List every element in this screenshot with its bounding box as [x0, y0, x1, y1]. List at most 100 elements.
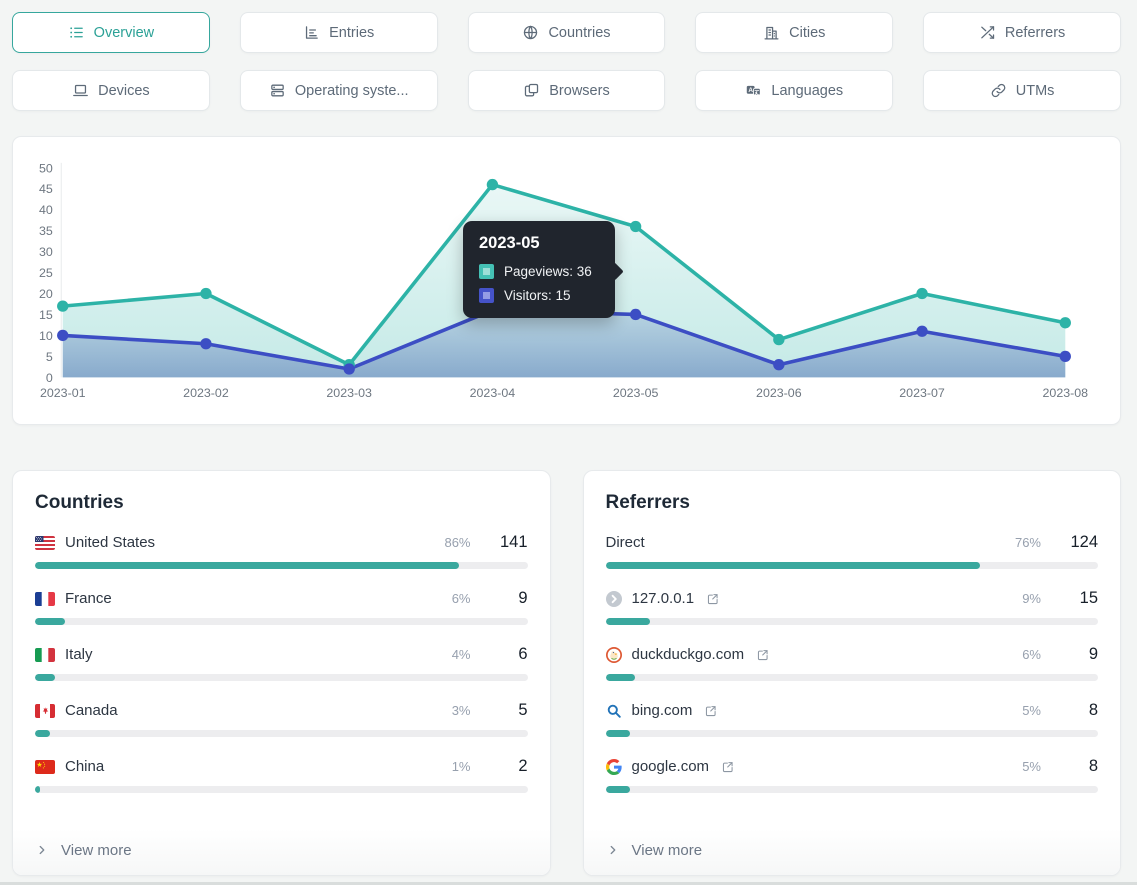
tab-referrers[interactable]: Referrers — [923, 12, 1121, 53]
tab-label: Referrers — [1004, 24, 1066, 41]
svg-text:2023-03: 2023-03 — [326, 386, 372, 400]
stat-label: Canada — [65, 702, 118, 719]
stat-row-duckduckgo-com: duckduckgo.com 6% 9 — [605, 645, 1098, 681]
tab-label: Overview — [93, 24, 155, 41]
stat-count: 2 — [518, 757, 528, 775]
tab-entries[interactable]: Entries — [239, 12, 438, 53]
svg-text:2023-06: 2023-06 — [756, 386, 802, 400]
progress-fill — [35, 562, 459, 569]
tooltip-series-text: Pageviews: 36 — [504, 264, 592, 279]
svg-text:2023-05: 2023-05 — [613, 386, 659, 400]
progress-track — [35, 562, 528, 569]
tab-browsers[interactable]: Browsers — [467, 70, 666, 111]
breakdown-cards: Countries United States 86% 141 France 6% 9 Ita… — [12, 470, 1121, 876]
stat-percent: 9% — [1022, 591, 1041, 606]
svg-text:2023-01: 2023-01 — [40, 386, 86, 400]
progress-track — [35, 730, 528, 737]
tab-overview[interactable]: Overview — [12, 12, 210, 53]
flag-cn-icon — [35, 759, 55, 774]
external-link-icon[interactable] — [756, 648, 770, 662]
stat-percent: 86% — [444, 535, 471, 550]
progress-track — [605, 786, 1098, 793]
stat-percent: 5% — [1022, 703, 1041, 718]
flag-it-icon — [35, 647, 55, 662]
svg-text:2023-02: 2023-02 — [183, 386, 229, 400]
progress-fill — [35, 786, 40, 793]
favicon-duckduckgo-icon — [605, 646, 622, 663]
stat-count: 9 — [1088, 645, 1098, 663]
stat-count: 8 — [1088, 757, 1098, 775]
view-more-button[interactable]: View more — [583, 829, 1120, 875]
flag-us-icon — [35, 535, 55, 550]
svg-text:25: 25 — [39, 266, 53, 280]
stat-row-france: France 6% 9 — [35, 589, 528, 625]
svg-text:20: 20 — [39, 287, 53, 301]
stat-row-127-0-0-1: 127.0.0.1 9% 15 — [605, 589, 1098, 625]
stat-count: 6 — [518, 645, 528, 663]
progress-fill — [605, 730, 631, 737]
stat-percent: 6% — [451, 591, 471, 606]
favicon-default-icon — [605, 590, 622, 607]
stat-row-united-states: United States 86% 141 — [35, 533, 528, 569]
stat-row-italy: Italy 4% 6 — [35, 645, 528, 681]
progress-fill — [35, 674, 55, 681]
stat-label: Italy — [65, 646, 93, 663]
tab-operating-syste[interactable]: Operating syste... — [239, 70, 438, 111]
stat-label: United States — [65, 534, 156, 551]
tab-devices[interactable]: Devices — [12, 70, 210, 111]
chart-tooltip: 2023-05 Pageviews: 36 Visitors: 15 — [463, 221, 624, 318]
svg-text:10: 10 — [39, 329, 53, 343]
svg-text:A: A — [749, 87, 754, 94]
stat-label: France — [65, 590, 112, 607]
tab-label: Countries — [548, 24, 611, 41]
stat-row-direct: Direct 76% 124 — [605, 533, 1098, 569]
stat-count: 15 — [1079, 589, 1098, 607]
list-icon — [68, 24, 85, 41]
flag-fr-icon — [35, 591, 55, 606]
progress-fill — [35, 618, 65, 625]
tab-label: Browsers — [549, 82, 610, 99]
tooltip-title: 2023-05 — [479, 234, 540, 252]
svg-text:2023-08: 2023-08 — [1043, 386, 1089, 400]
external-link-icon[interactable] — [706, 592, 720, 606]
card-body: Countries United States 86% 141 France 6% 9 Ita… — [13, 471, 550, 829]
stat-row-china: China 1% 2 — [35, 757, 528, 793]
tab-utms[interactable]: UTMs — [923, 70, 1121, 111]
flag-ca-icon — [35, 703, 55, 718]
stat-row-bing-com: bing.com 5% 8 — [605, 701, 1098, 737]
external-link-icon[interactable] — [704, 704, 718, 718]
chart-card: 0 5 10 15 20 25 30 35 40 45 50 2023-01 2023-02 2023-0… — [12, 136, 1121, 425]
link-icon — [990, 82, 1007, 99]
svg-text:35: 35 — [39, 224, 53, 238]
page-bottom-strip — [0, 882, 1137, 885]
card-countries: Countries United States 86% 141 France 6% 9 Ita… — [12, 470, 551, 876]
tab-countries[interactable]: Countries — [467, 12, 666, 53]
progress-track — [605, 562, 1098, 569]
external-link-icon[interactable] — [721, 760, 735, 774]
tab-label: Entries — [329, 24, 375, 41]
stat-label: China — [65, 758, 105, 775]
series-swatch-icon — [479, 288, 494, 303]
tab-cities[interactable]: Cities — [695, 12, 894, 53]
stat-label: google.com — [631, 758, 710, 775]
view-more-label: View more — [61, 841, 132, 859]
card-title: Countries — [35, 492, 124, 513]
stat-percent: 6% — [1022, 647, 1041, 662]
timeseries-chart[interactable]: 0 5 10 15 20 25 30 35 40 45 50 2023-01 2023-02 2023-0… — [13, 137, 1120, 424]
bar-chart-icon — [303, 24, 320, 41]
tab-label: Devices — [98, 82, 150, 99]
view-more-label: View more — [631, 841, 703, 859]
tab-label: UTMs — [1015, 82, 1055, 99]
svg-text:30: 30 — [39, 245, 53, 259]
stat-label: Direct — [605, 534, 645, 551]
favicon-google-icon — [605, 758, 622, 775]
tooltip-series-row: Pageviews: 36 — [479, 264, 599, 279]
svg-text:5: 5 — [46, 350, 53, 364]
stat-percent: 3% — [451, 703, 471, 718]
view-more-button[interactable]: View more — [13, 829, 550, 875]
card-body: Referrers Direct 76% 124 127.0.0.1 9% 15 duckdu… — [584, 471, 1121, 829]
series-swatch-icon — [479, 264, 494, 279]
tab-languages[interactable]: A Languages — [695, 70, 894, 111]
globe-icon — [522, 24, 539, 41]
